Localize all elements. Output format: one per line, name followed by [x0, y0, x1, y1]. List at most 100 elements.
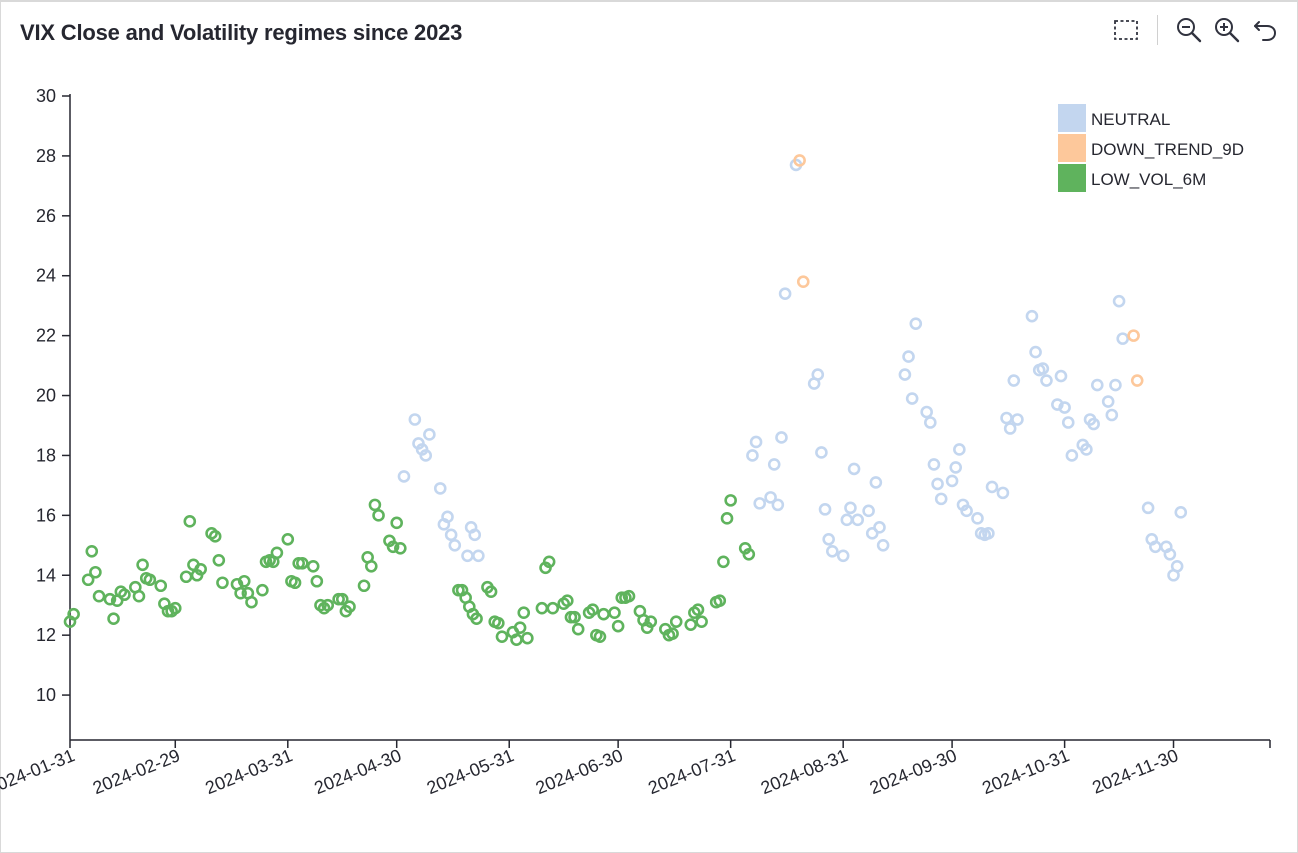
data-point[interactable]: [1025, 309, 1039, 323]
data-point[interactable]: [771, 498, 785, 512]
data-point[interactable]: [513, 621, 527, 634]
data-point[interactable]: [865, 527, 879, 540]
data-point[interactable]: [1174, 506, 1188, 519]
data-point[interactable]: [1051, 398, 1064, 411]
data-point[interactable]: [1029, 345, 1042, 359]
data-point[interactable]: [419, 449, 433, 462]
data-point[interactable]: [924, 416, 937, 429]
data-point[interactable]: [386, 540, 400, 554]
data-point[interactable]: [441, 510, 454, 524]
data-point[interactable]: [920, 405, 933, 419]
data-point[interactable]: [985, 480, 999, 494]
data-point[interactable]: [898, 368, 912, 381]
data-point[interactable]: [81, 573, 95, 587]
data-point[interactable]: [212, 553, 226, 567]
data-point[interactable]: [542, 555, 556, 569]
data-point[interactable]: [234, 586, 247, 600]
data-point[interactable]: [905, 392, 919, 405]
data-point[interactable]: [270, 546, 284, 560]
data-point[interactable]: [840, 513, 854, 527]
data-point[interactable]: [960, 504, 973, 518]
data-point[interactable]: [1000, 411, 1013, 425]
data-point[interactable]: [372, 509, 385, 522]
data-point[interactable]: [1090, 378, 1104, 392]
data-point[interactable]: [996, 486, 1010, 500]
data-point[interactable]: [746, 449, 759, 462]
data-point[interactable]: [1101, 395, 1115, 408]
data-point[interactable]: [949, 461, 963, 474]
data-point[interactable]: [931, 477, 944, 491]
data-point[interactable]: [611, 619, 625, 633]
data-point[interactable]: [92, 589, 106, 603]
data-point[interactable]: [586, 603, 600, 617]
data-point[interactable]: [1141, 501, 1155, 515]
data-point[interactable]: [1040, 374, 1053, 387]
data-point[interactable]: [423, 428, 436, 441]
data-point[interactable]: [764, 491, 777, 504]
data-point[interactable]: [89, 565, 102, 579]
data-point[interactable]: [608, 606, 621, 619]
data-point[interactable]: [1127, 329, 1140, 342]
data-point[interactable]: [561, 594, 574, 608]
data-point[interactable]: [1003, 422, 1017, 435]
data-point[interactable]: [971, 512, 984, 525]
data-point[interactable]: [492, 616, 505, 630]
data-point[interactable]: [1036, 362, 1050, 375]
data-point[interactable]: [767, 458, 781, 471]
data-point[interactable]: [535, 601, 549, 615]
data-point[interactable]: [281, 533, 295, 546]
data-point[interactable]: [208, 530, 222, 543]
data-point[interactable]: [836, 549, 850, 563]
data-point[interactable]: [775, 431, 788, 444]
zoom-out-button[interactable]: [1170, 14, 1208, 46]
data-point[interactable]: [796, 275, 810, 289]
data-point[interactable]: [851, 513, 865, 527]
data-point[interactable]: [546, 601, 560, 615]
data-point[interactable]: [927, 458, 941, 471]
data-point[interactable]: [310, 574, 324, 588]
data-point[interactable]: [695, 615, 708, 628]
data-point[interactable]: [811, 368, 825, 381]
data-point[interactable]: [902, 350, 915, 363]
data-point[interactable]: [1116, 332, 1129, 345]
data-point[interactable]: [132, 589, 146, 603]
data-point[interactable]: [397, 470, 411, 483]
data-point[interactable]: [154, 579, 168, 593]
data-point[interactable]: [461, 549, 474, 563]
data-point[interactable]: [793, 154, 806, 167]
data-point[interactable]: [644, 615, 658, 628]
data-point[interactable]: [815, 446, 828, 459]
data-point[interactable]: [822, 533, 835, 546]
data-point[interactable]: [357, 579, 371, 593]
data-point[interactable]: [713, 594, 727, 608]
data-point[interactable]: [394, 541, 407, 555]
data-point[interactable]: [953, 443, 966, 456]
data-point[interactable]: [909, 317, 923, 330]
data-point[interactable]: [321, 598, 335, 612]
data-point[interactable]: [1105, 408, 1119, 422]
data-point[interactable]: [873, 521, 886, 534]
data-point[interactable]: [1061, 416, 1075, 429]
data-point[interactable]: [818, 503, 832, 516]
data-point[interactable]: [597, 607, 610, 621]
data-point[interactable]: [408, 413, 422, 426]
zoom-in-button[interactable]: [1208, 14, 1246, 46]
data-point[interactable]: [847, 462, 861, 476]
data-point[interactable]: [1130, 374, 1144, 387]
data-point[interactable]: [1170, 559, 1184, 573]
data-point[interactable]: [945, 474, 959, 488]
data-point[interactable]: [288, 576, 302, 590]
data-point[interactable]: [724, 494, 737, 507]
data-point[interactable]: [136, 558, 149, 572]
data-point[interactable]: [876, 539, 890, 552]
data-point[interactable]: [183, 515, 197, 528]
data-point[interactable]: [869, 476, 883, 489]
data-point[interactable]: [1109, 378, 1122, 392]
data-point[interactable]: [1011, 413, 1024, 426]
data-point[interactable]: [717, 555, 730, 569]
data-point[interactable]: [749, 435, 763, 449]
data-point[interactable]: [778, 287, 792, 300]
data-point[interactable]: [571, 622, 585, 636]
data-point[interactable]: [343, 600, 356, 614]
